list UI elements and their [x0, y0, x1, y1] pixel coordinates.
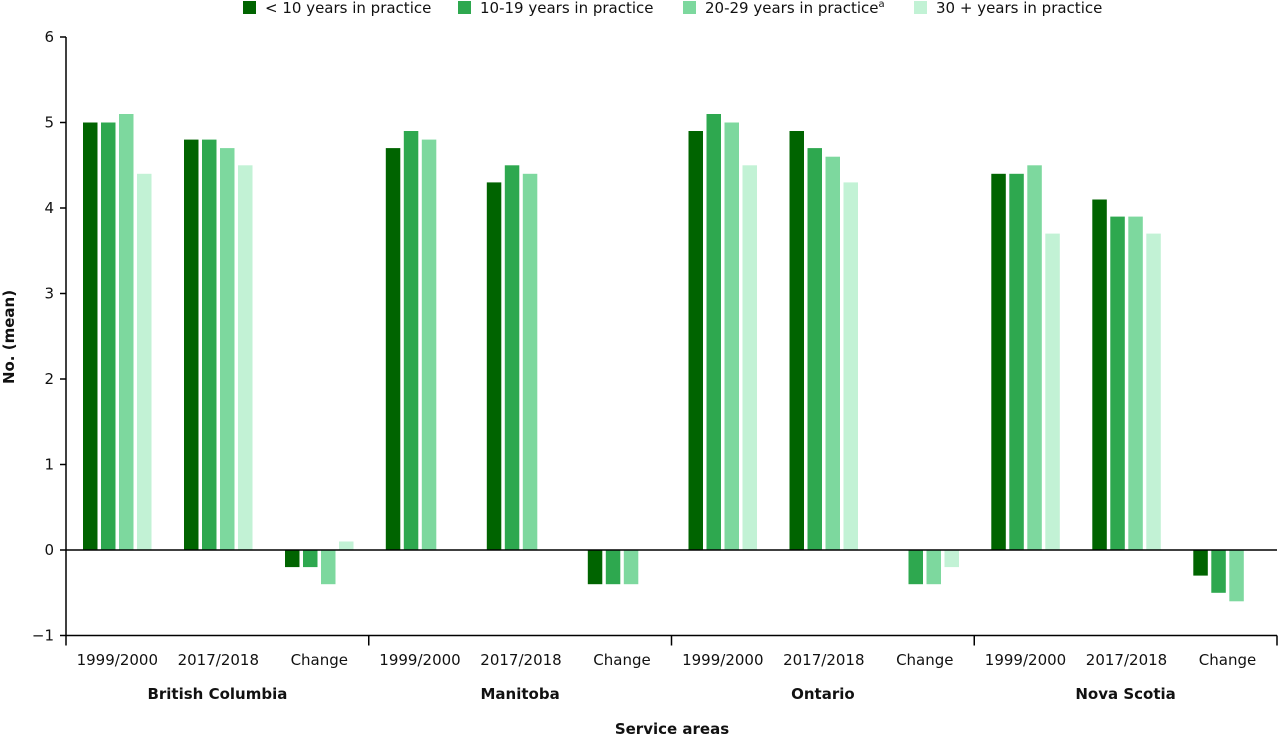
x-axis-title: Service areas — [615, 720, 729, 735]
group-label: Nova Scotia — [1075, 685, 1175, 703]
bar — [1146, 233, 1161, 550]
y-tick-label: 1 — [44, 456, 54, 474]
bar — [926, 550, 941, 585]
legend-label: 30 + years in practice — [936, 0, 1102, 17]
bar — [504, 165, 520, 551]
legend-swatch — [683, 1, 696, 14]
bar — [83, 122, 98, 550]
bar — [908, 550, 923, 585]
bar — [403, 131, 419, 550]
y-axis-title: No. (mean) — [0, 290, 18, 384]
bar — [587, 550, 603, 585]
bar — [807, 148, 822, 550]
period-label: 2017/2018 — [1086, 651, 1167, 669]
legend-label: 10-19 years in practice — [480, 0, 654, 17]
bar — [238, 165, 253, 551]
bar — [101, 122, 116, 550]
period-label: 1999/2000 — [77, 651, 158, 669]
bar — [623, 550, 639, 585]
period-label: 2017/2018 — [783, 651, 864, 669]
bar — [339, 541, 354, 551]
legend-swatch — [914, 1, 927, 14]
bar — [1110, 216, 1125, 550]
period-label: 2017/2018 — [480, 651, 561, 669]
bar — [1045, 233, 1060, 550]
legend-label: < 10 years in practice — [265, 0, 431, 17]
bar — [385, 148, 401, 550]
y-tick-label: 3 — [44, 285, 54, 303]
group-label: Manitoba — [480, 685, 559, 703]
bar — [522, 173, 538, 551]
bar — [119, 114, 134, 550]
period-label: 1999/2000 — [682, 651, 763, 669]
bar — [991, 173, 1006, 551]
y-tick-label: 0 — [44, 541, 54, 559]
bar — [1092, 199, 1107, 550]
bar — [1027, 165, 1042, 551]
period-label: Change — [593, 651, 650, 669]
legend-label: 20-29 years in practicea — [705, 0, 885, 17]
bar — [789, 131, 804, 550]
y-tick-label: 5 — [44, 114, 54, 132]
bar — [321, 550, 336, 585]
bar — [184, 139, 199, 550]
bar — [605, 550, 621, 585]
y-tick-label: −1 — [32, 627, 54, 645]
period-label: 1999/2000 — [379, 651, 460, 669]
bar — [285, 550, 300, 568]
bar — [421, 139, 437, 550]
bar — [1229, 550, 1244, 602]
bar — [1211, 550, 1226, 593]
y-tick-label: 4 — [44, 199, 54, 217]
bar — [724, 122, 739, 550]
y-tick-label: 6 — [44, 28, 54, 46]
bar — [825, 156, 840, 550]
legend: < 10 years in practice 10-19 years in pra… — [243, 0, 1102, 17]
bar — [137, 173, 152, 551]
bar — [843, 182, 858, 550]
period-label: Change — [1199, 651, 1256, 669]
bar — [220, 148, 235, 550]
group-label: British Columbia — [147, 685, 287, 703]
bar — [706, 114, 721, 550]
period-label: 1999/2000 — [985, 651, 1066, 669]
y-tick-label: 2 — [44, 370, 54, 388]
bar — [1193, 550, 1208, 576]
group-label: Ontario — [791, 685, 855, 703]
legend-swatch — [458, 1, 471, 14]
period-label: Change — [291, 651, 348, 669]
bars — [83, 114, 1244, 602]
bar — [202, 139, 217, 550]
period-label: 2017/2018 — [178, 651, 259, 669]
legend-swatch — [243, 1, 256, 14]
bar — [688, 131, 703, 550]
bar — [486, 182, 502, 550]
bar — [742, 165, 757, 551]
axes: 6 5 4 3 2 1 0 −1 — [32, 28, 1278, 646]
bar — [944, 550, 959, 568]
period-label: Change — [896, 651, 953, 669]
bar — [1128, 216, 1143, 550]
bar — [303, 550, 318, 568]
bar — [1009, 173, 1024, 551]
